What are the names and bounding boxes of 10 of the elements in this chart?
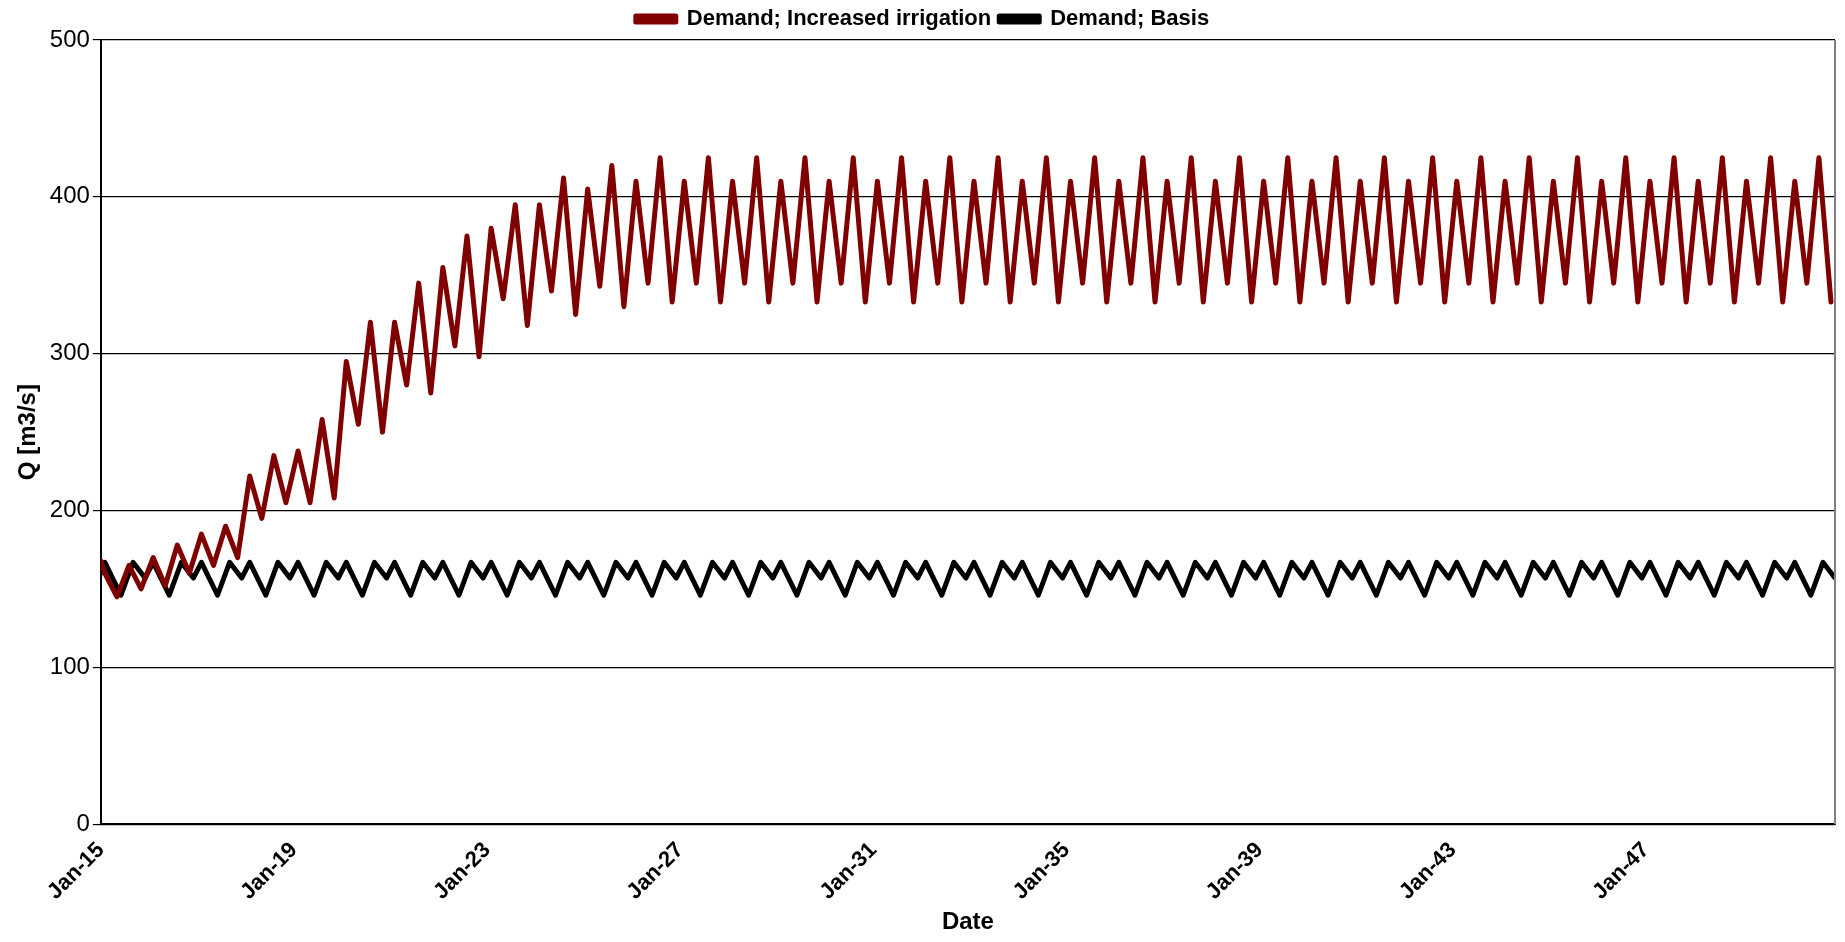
y-tick-label: 200 bbox=[49, 495, 90, 523]
y-tick-label: 300 bbox=[49, 338, 90, 366]
y-axis-title: Q [m3/s] bbox=[13, 384, 41, 481]
legend-label: Demand; Increased irrigation bbox=[686, 5, 992, 31]
x-axis-title: Date bbox=[941, 907, 994, 935]
y-tick-label: 0 bbox=[76, 808, 90, 836]
y-tick-label: 100 bbox=[49, 652, 90, 680]
y-tick-label: 500 bbox=[49, 24, 90, 52]
legend-label: Demand; Basis bbox=[1050, 5, 1210, 31]
y-tick-label: 400 bbox=[49, 181, 90, 209]
